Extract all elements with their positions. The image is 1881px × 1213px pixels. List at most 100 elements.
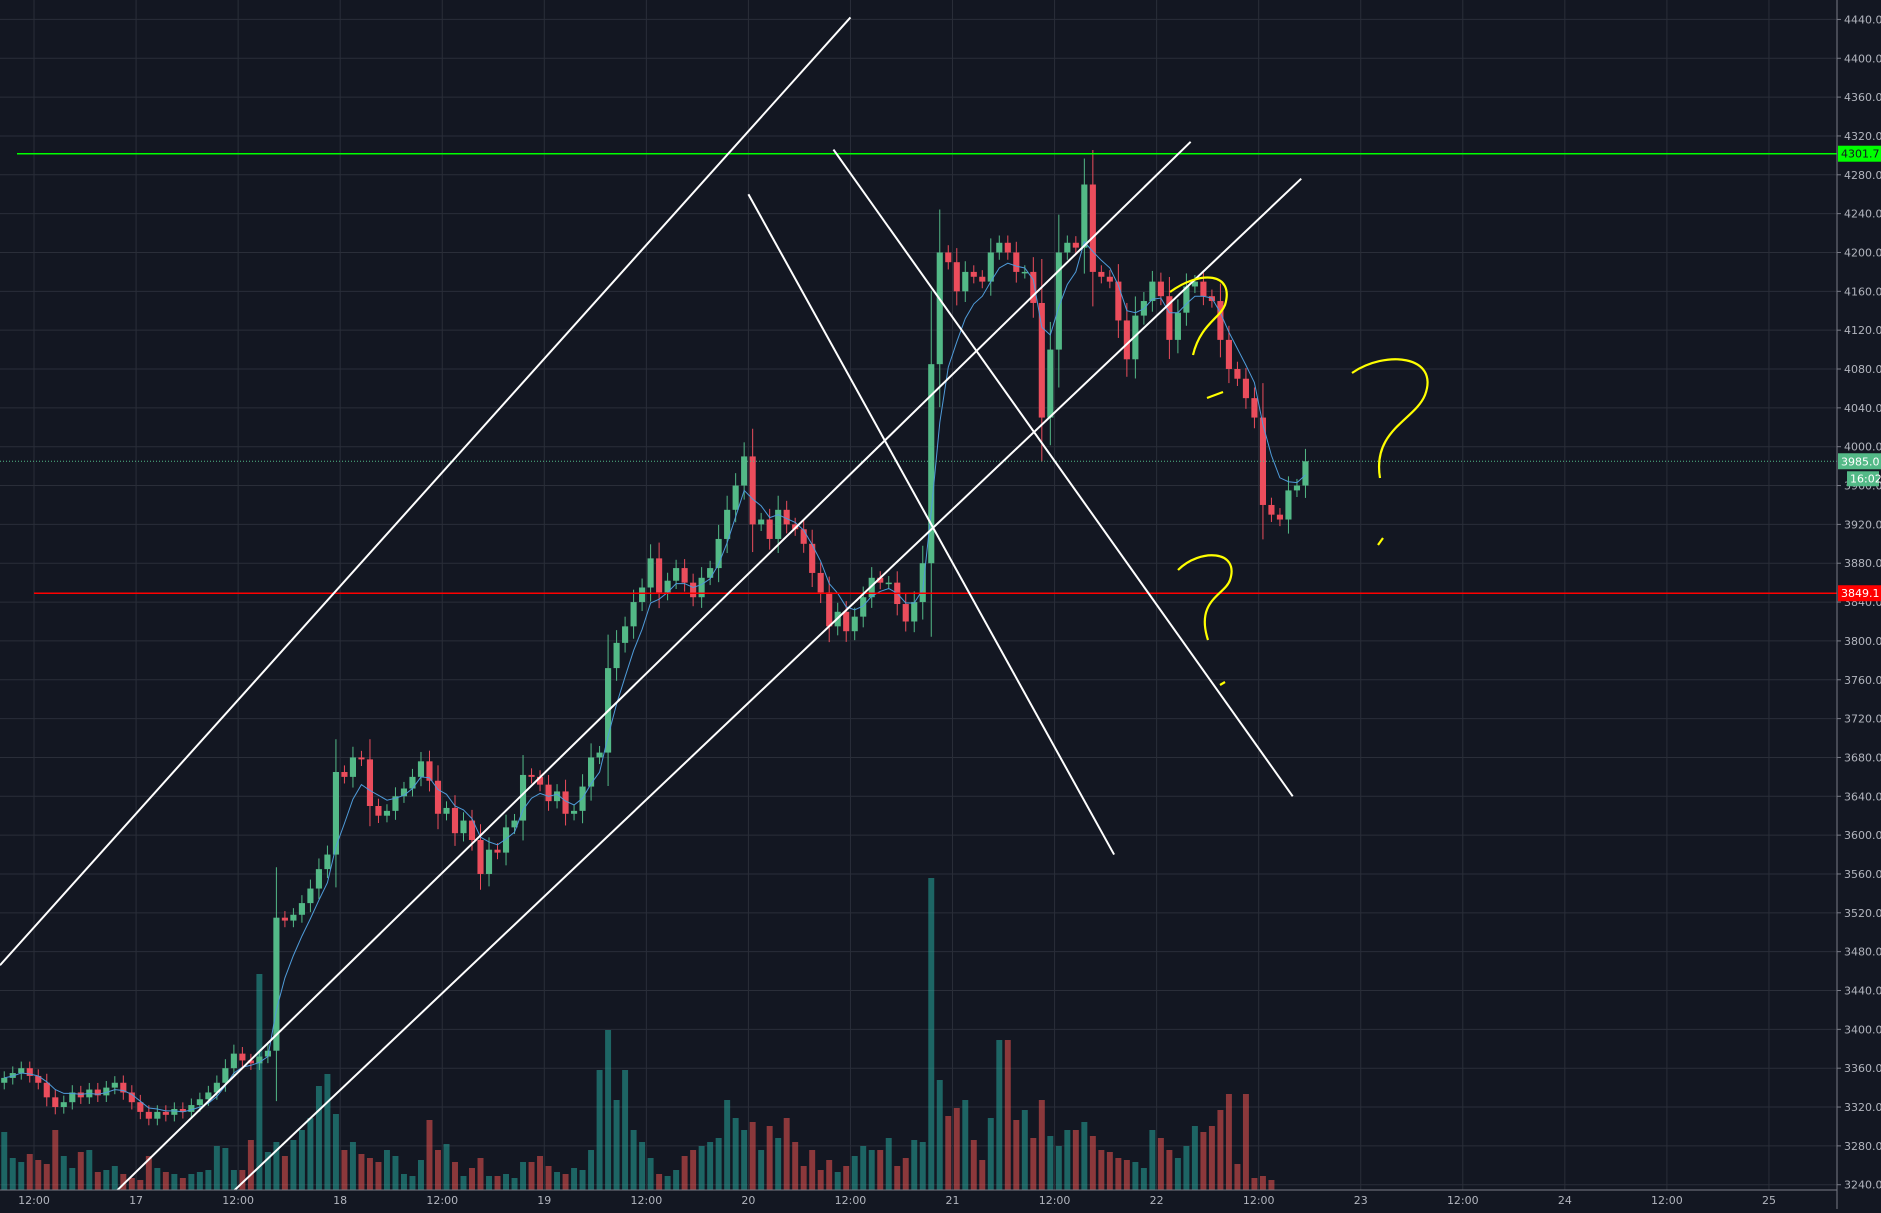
candle (647, 544, 654, 602)
resistance-price-tag[interactable]: 4301.7 (1838, 145, 1881, 162)
candle (622, 616, 629, 653)
candle-body (1115, 281, 1122, 321)
y-tick-label: 3720.0 (1844, 713, 1881, 726)
annotations[interactable] (1169, 276, 1429, 686)
candle-body (477, 839, 484, 874)
volume-bar (188, 1174, 195, 1190)
volume-bar (273, 1142, 280, 1190)
candle (230, 1044, 237, 1078)
candle-body (860, 597, 867, 617)
candle-body (392, 796, 399, 811)
volume-bar (877, 1150, 884, 1190)
trendline-3[interactable] (211, 177, 1302, 1212)
candle-body (298, 903, 305, 915)
question-mark-1[interactable] (1169, 276, 1228, 356)
candle-body (222, 1068, 229, 1083)
volume-bar (843, 1166, 850, 1190)
trendline-1[interactable] (0, 16, 852, 966)
volume-bar (715, 1138, 722, 1190)
y-tick-label: 3280.0 (1844, 1140, 1881, 1153)
candle-body (332, 772, 339, 855)
candle (451, 795, 459, 846)
volume-bar (128, 1178, 135, 1190)
countdown-tag-bg (1847, 471, 1879, 487)
candle (307, 879, 314, 913)
trendline-5[interactable] (832, 148, 1294, 797)
candle-body (945, 252, 952, 263)
volume-bar (902, 1158, 909, 1190)
candle-body (1234, 369, 1241, 379)
candle (690, 573, 697, 607)
last-price-tag[interactable]: 3985.0 (1838, 453, 1881, 470)
volume-bar (1149, 1130, 1156, 1190)
x-tick-label: 25 (1762, 1194, 1776, 1207)
candle-body (1132, 315, 1139, 360)
resistance-price-tag-text: 4301.7 (1841, 148, 1880, 161)
candle-body (1055, 252, 1062, 350)
question-mark-2[interactable] (1351, 358, 1429, 479)
support-price-tag[interactable]: 3849.1 (1838, 585, 1881, 602)
candle-body (528, 774, 535, 777)
volume-bar (783, 1118, 790, 1190)
candle-body (205, 1092, 212, 1100)
question-mark-1-dot (1206, 390, 1224, 400)
candle (145, 1105, 152, 1126)
volume-bar (528, 1162, 535, 1190)
candle (460, 812, 467, 842)
volume-bar (69, 1168, 76, 1190)
candle-body (426, 761, 433, 781)
volume-bar (1174, 1158, 1181, 1190)
y-tick-label: 4040.0 (1844, 402, 1881, 415)
candle-body (681, 568, 688, 583)
volume-bar (630, 1130, 637, 1190)
trendline-2[interactable] (101, 141, 1192, 1206)
volume-bar (1038, 1100, 1045, 1190)
candle-body (43, 1082, 50, 1098)
candle-body (94, 1089, 101, 1096)
candle-body (783, 509, 790, 525)
candle-body (485, 849, 493, 874)
candle-body (1004, 242, 1011, 253)
volume-bar (409, 1176, 416, 1190)
trendlines[interactable] (0, 16, 1302, 1212)
candle (1157, 272, 1164, 306)
volume-bar (834, 1172, 841, 1190)
volume-bar (435, 1150, 441, 1190)
candle (298, 895, 305, 923)
candle (1064, 235, 1071, 260)
volume-bar (154, 1168, 161, 1190)
volume-bar (26, 1154, 33, 1190)
volume-bar (1098, 1150, 1105, 1190)
volume-bar (571, 1168, 578, 1190)
y-tick-label: 4400.0 (1844, 52, 1881, 65)
trendline-4[interactable] (747, 193, 1115, 856)
y-tick-label: 4120.0 (1844, 324, 1881, 337)
y-tick-label: 3600.0 (1844, 829, 1881, 842)
candle-body (502, 827, 510, 853)
candle (26, 1061, 33, 1083)
candle-body (324, 854, 331, 870)
candle-body (1285, 490, 1292, 520)
candle (1072, 236, 1079, 255)
candle (715, 524, 722, 583)
candle (936, 209, 943, 408)
candle-body (1217, 301, 1224, 340)
volume-bar (647, 1158, 654, 1190)
candle (60, 1095, 67, 1114)
question-mark-3[interactable] (1177, 554, 1233, 641)
volume-bar (911, 1140, 918, 1190)
volume-bar (562, 1174, 569, 1190)
candle (171, 1102, 178, 1122)
volume-bar (1132, 1162, 1139, 1190)
volume-bar (375, 1162, 382, 1190)
volume-bar (298, 1130, 305, 1190)
candle (732, 473, 739, 523)
candle (366, 739, 374, 827)
y-tick-label: 3360.0 (1844, 1062, 1881, 1075)
volume-bar (503, 1174, 510, 1190)
candle-body (868, 577, 875, 598)
candle (1166, 277, 1173, 360)
candle-body (1106, 276, 1113, 282)
